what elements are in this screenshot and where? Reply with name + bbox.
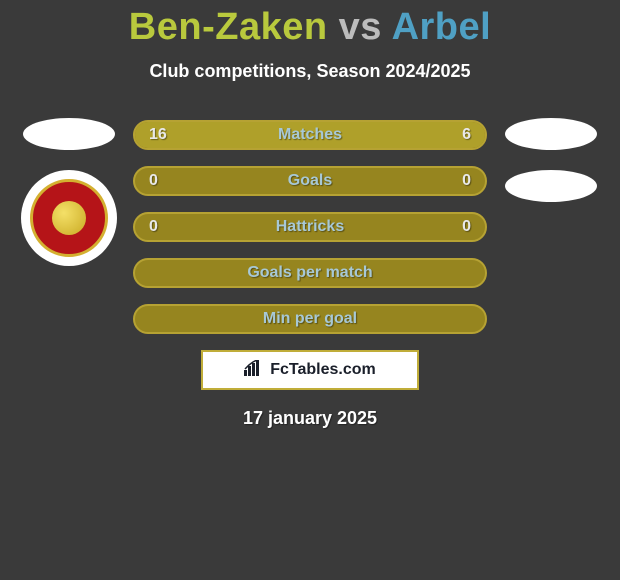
comparison-bars: 16 Matches 6 0 Goals 0 0 Hattricks 0 Goa… bbox=[133, 120, 487, 429]
club-badge-ball-icon bbox=[52, 201, 86, 235]
subtitle: Club competitions, Season 2024/2025 bbox=[0, 61, 620, 82]
bar-chart-icon bbox=[244, 360, 264, 381]
left-placeholder-oval bbox=[23, 118, 115, 150]
bar-row-goals-per-match: Goals per match bbox=[133, 258, 487, 288]
bar-label: Hattricks bbox=[135, 218, 485, 236]
bar-label: Matches bbox=[135, 126, 485, 144]
bar-label: Min per goal bbox=[135, 310, 485, 328]
right-placeholder-oval-2 bbox=[505, 170, 597, 202]
bar-label: Goals per match bbox=[135, 264, 485, 282]
bar-row-min-per-goal: Min per goal bbox=[133, 304, 487, 334]
player-left-name: Ben-Zaken bbox=[129, 6, 328, 48]
right-placeholder-oval-1 bbox=[505, 118, 597, 150]
club-badge-inner bbox=[30, 179, 108, 257]
player-right-name: Arbel bbox=[392, 6, 492, 48]
bar-label: Goals bbox=[135, 172, 485, 190]
update-date: 17 january 2025 bbox=[133, 408, 487, 429]
bar-row-hattricks: 0 Hattricks 0 bbox=[133, 212, 487, 242]
site-logo-text: FcTables.com bbox=[270, 361, 376, 379]
site-logo-box: FcTables.com bbox=[201, 350, 419, 390]
left-column bbox=[14, 118, 124, 266]
bar-row-goals: 0 Goals 0 bbox=[133, 166, 487, 196]
bar-row-matches: 16 Matches 6 bbox=[133, 120, 487, 150]
right-column bbox=[496, 118, 606, 222]
club-badge-left bbox=[21, 170, 117, 266]
vs-text: vs bbox=[328, 6, 392, 48]
page-title: Ben-Zaken vs Arbel bbox=[0, 0, 620, 49]
